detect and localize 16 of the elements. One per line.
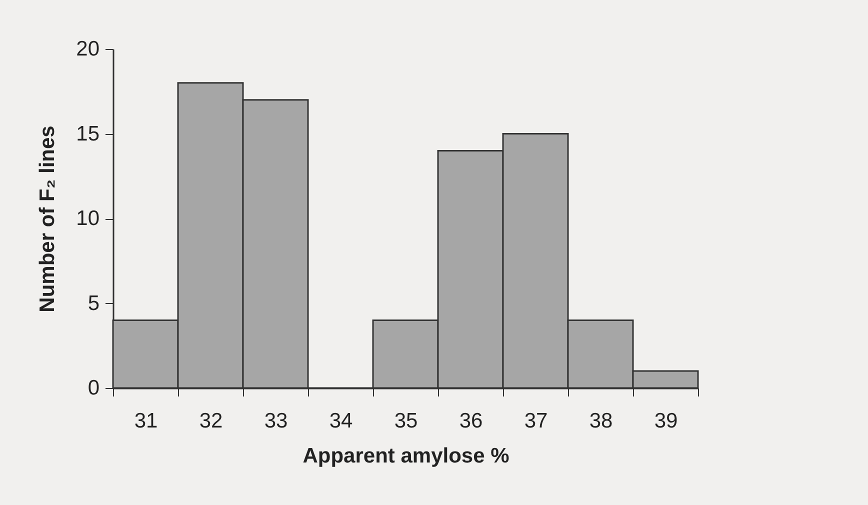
y-tick-label: 5 [88,292,100,315]
y-tick-label: 0 [88,376,100,400]
x-tick-label: 31 [134,410,158,432]
x-tick-label: 39 [654,410,678,432]
x-tick-label: 36 [459,410,483,432]
x-tick-label: 34 [329,410,353,432]
x-tick-label: 37 [524,410,548,432]
y-axis-title: Number of F₂ lines [36,126,60,312]
y-tick-label: 10 [76,207,100,230]
x-tick-label: 32 [199,410,223,432]
x-tick-label: 38 [589,410,613,432]
x-tick-label: 33 [264,410,288,432]
y-tick-label: 20 [76,38,100,60]
x-axis-title: Apparent amylose % [302,444,510,468]
y-tick-label: 15 [76,122,100,146]
x-tick-label: 35 [394,410,418,432]
